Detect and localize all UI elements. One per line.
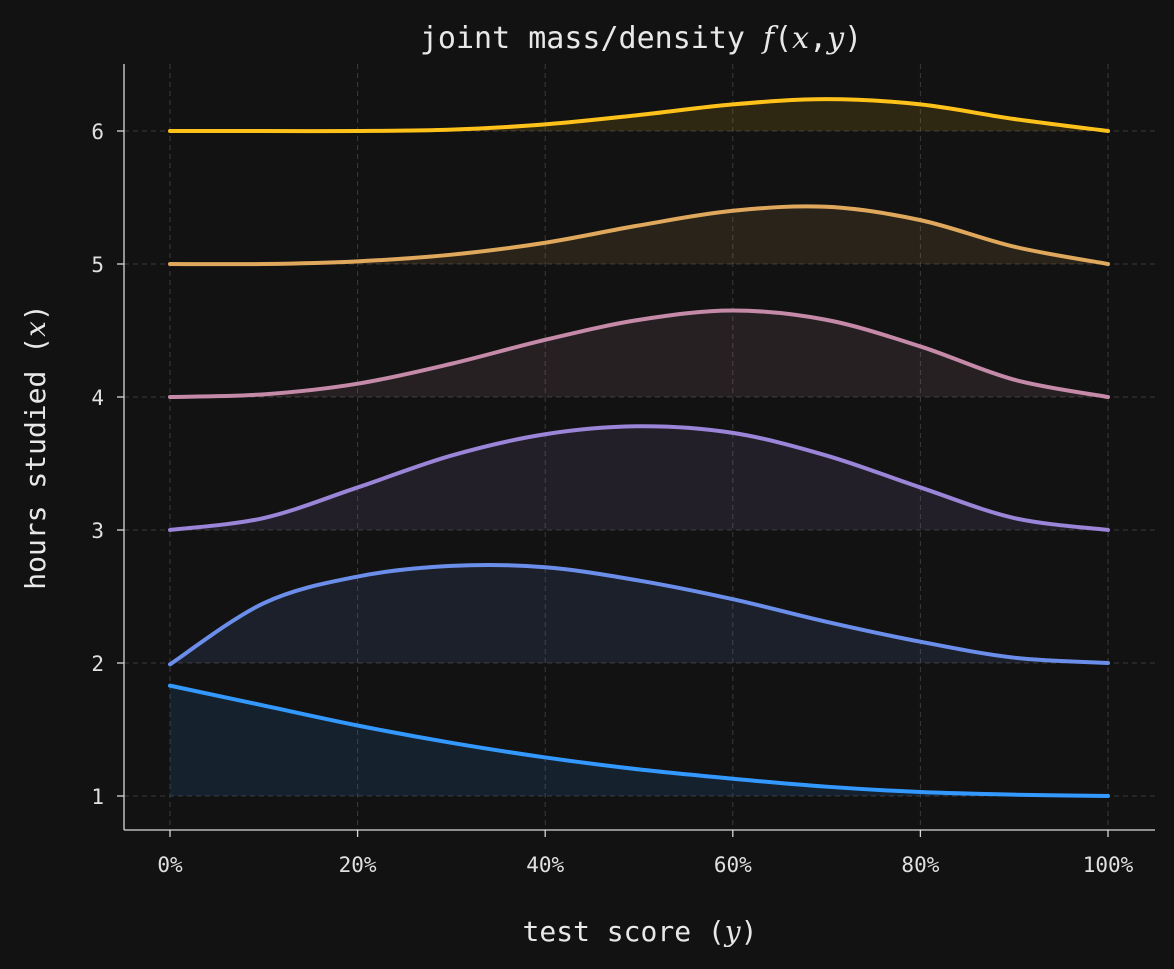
y-tick-label: 3 [91, 519, 104, 543]
y-tick-label: 5 [91, 253, 104, 277]
series-line [168, 308, 1110, 399]
series-area [170, 426, 1108, 530]
grid-layer [124, 64, 1155, 830]
y-tick-label: 2 [91, 652, 104, 676]
x-tick-label: 80% [901, 853, 939, 877]
series-line [168, 683, 1110, 798]
y-axis-label: hours studied (x) [19, 304, 52, 590]
x-tick-label: 60% [714, 853, 752, 877]
series-area [170, 310, 1108, 397]
series-line [168, 204, 1110, 267]
y-tick-label: 4 [91, 386, 104, 410]
series-area [170, 206, 1108, 265]
area-layer [170, 99, 1108, 796]
x-tick-label: 100% [1083, 853, 1134, 877]
x-axis-label: test score (y) [523, 915, 758, 948]
tick-layer: 0% 20% 40% 60% 80% 100% 1 2 3 4 5 6 [91, 120, 1133, 877]
line-layer [168, 97, 1110, 798]
series-line [168, 563, 1110, 667]
x-tick-label: 0% [157, 853, 183, 877]
x-tick-label: 40% [526, 853, 564, 877]
series-line [168, 424, 1110, 532]
chart-title: joint mass/density f(x,y) [420, 21, 862, 56]
y-tick-label: 6 [91, 120, 104, 144]
series-area [170, 565, 1108, 665]
series-area [170, 685, 1108, 796]
x-tick-label: 20% [339, 853, 377, 877]
y-tick-label: 1 [91, 785, 104, 809]
series-line [168, 97, 1110, 134]
